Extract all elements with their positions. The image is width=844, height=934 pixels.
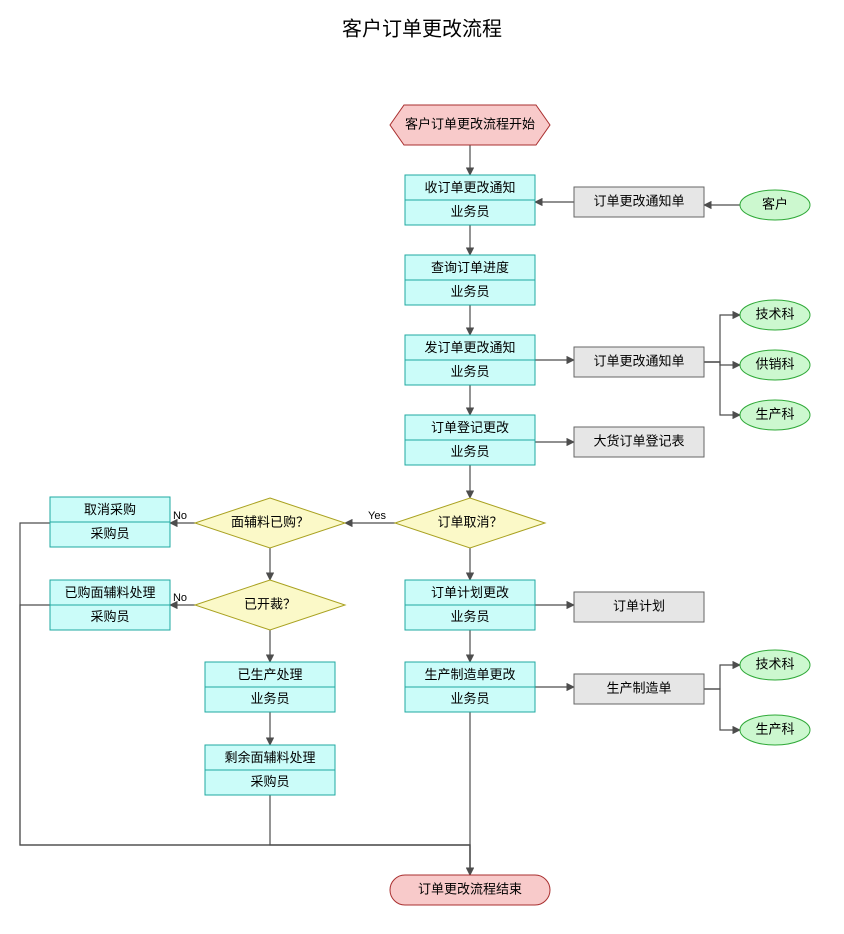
svg-text:客户订单更改流程开始: 客户订单更改流程开始	[405, 116, 535, 131]
svg-text:取消采购: 取消采购	[84, 502, 136, 517]
svg-text:剩余面辅料处理: 剩余面辅料处理	[224, 750, 315, 765]
svg-text:客户: 客户	[762, 196, 788, 211]
svg-text:发订单更改通知: 发订单更改通知	[424, 340, 515, 355]
svg-text:已生产处理: 已生产处理	[237, 667, 302, 682]
svg-text:订单更改通知单: 订单更改通知单	[593, 353, 684, 368]
svg-text:订单计划更改: 订单计划更改	[431, 585, 509, 600]
edge	[704, 689, 740, 730]
svg-text:订单更改通知单: 订单更改通知单	[593, 193, 684, 208]
svg-text:采购员: 采购员	[250, 774, 289, 789]
svg-text:已开裁？: 已开裁？	[244, 596, 296, 611]
edge	[704, 665, 740, 689]
svg-text:大货订单登记表: 大货订单登记表	[593, 433, 684, 448]
svg-text:查询订单进度: 查询订单进度	[431, 260, 509, 275]
svg-text:业务员: 业务员	[250, 691, 289, 706]
svg-text:生产科: 生产科	[755, 406, 794, 421]
svg-text:业务员: 业务员	[450, 364, 489, 379]
svg-text:技术科: 技术科	[755, 306, 794, 321]
svg-text:业务员: 业务员	[450, 284, 489, 299]
svg-text:采购员: 采购员	[90, 609, 129, 624]
svg-text:技术科: 技术科	[755, 656, 794, 671]
svg-text:业务员: 业务员	[450, 444, 489, 459]
svg-text:已购面辅料处理: 已购面辅料处理	[64, 585, 155, 600]
edge-label: No	[173, 510, 187, 522]
flowchart-canvas: 客户订单更改流程YesNoNo客户订单更改流程开始收订单更改通知业务员订单更改通…	[0, 0, 844, 934]
svg-text:面辅料已购？: 面辅料已购？	[231, 514, 309, 529]
svg-text:订单更改流程结束: 订单更改流程结束	[418, 881, 522, 896]
edge	[704, 362, 740, 415]
svg-text:业务员: 业务员	[450, 691, 489, 706]
edge-label: No	[173, 592, 187, 604]
svg-text:生产制造单更改: 生产制造单更改	[424, 667, 515, 682]
edge-label: Yes	[368, 510, 386, 522]
svg-text:订单取消？: 订单取消？	[437, 514, 502, 529]
svg-text:收订单更改通知: 收订单更改通知	[424, 180, 515, 195]
edge	[20, 605, 470, 875]
svg-text:供销科: 供销科	[755, 356, 794, 371]
svg-text:业务员: 业务员	[450, 204, 489, 219]
edge	[704, 315, 740, 362]
edge	[270, 795, 470, 875]
svg-text:生产科: 生产科	[755, 721, 794, 736]
svg-text:订单计划: 订单计划	[613, 598, 665, 613]
svg-text:订单登记更改: 订单登记更改	[431, 420, 509, 435]
svg-text:采购员: 采购员	[90, 526, 129, 541]
diagram-title: 客户订单更改流程	[342, 17, 502, 40]
svg-text:生产制造单: 生产制造单	[606, 680, 671, 695]
svg-text:业务员: 业务员	[450, 609, 489, 624]
